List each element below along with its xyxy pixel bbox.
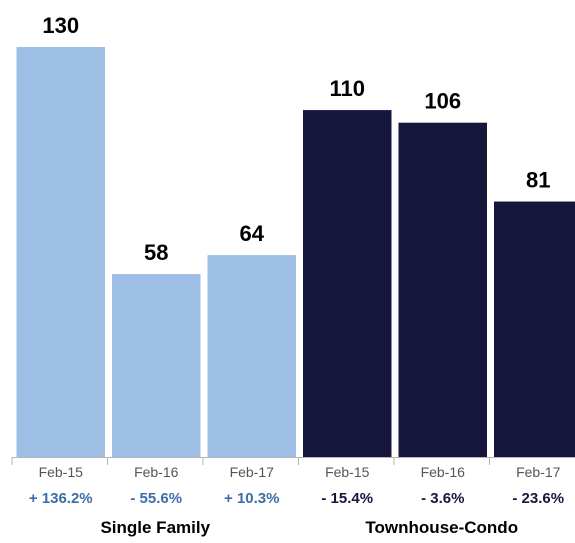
data-label: 106	[424, 89, 461, 114]
bar-townhouse-condo-feb-15	[303, 110, 392, 458]
group-label: Single Family	[100, 518, 210, 537]
data-label: 110	[330, 76, 366, 101]
x-tick-label: Feb-16	[421, 464, 466, 480]
data-label: 64	[240, 221, 265, 246]
x-tick-label: Feb-17	[230, 464, 275, 480]
x-tick-label: Feb-15	[325, 464, 370, 480]
change-label: - 15.4%	[321, 490, 373, 507]
change-label: + 10.3%	[224, 490, 279, 507]
change-label: - 3.6%	[421, 490, 464, 507]
x-tick-label: Feb-16	[134, 464, 179, 480]
data-label: 58	[144, 240, 168, 265]
bar-townhouse-condo-feb-16	[398, 122, 487, 457]
bar-single-family-feb-15	[16, 47, 105, 457]
data-label: 81	[526, 168, 550, 193]
change-label: - 23.6%	[512, 490, 564, 507]
data-label: 130	[42, 13, 79, 38]
bar-single-family-feb-17	[207, 255, 296, 457]
bar-townhouse-condo-feb-17	[494, 201, 575, 457]
change-label: - 55.6%	[130, 490, 182, 507]
x-tick-label: Feb-17	[516, 464, 561, 480]
group-label: Townhouse-Condo	[365, 518, 518, 537]
x-tick-label: Feb-15	[39, 464, 84, 480]
change-label: + 136.2%	[29, 490, 93, 507]
bar-single-family-feb-16	[112, 274, 201, 457]
